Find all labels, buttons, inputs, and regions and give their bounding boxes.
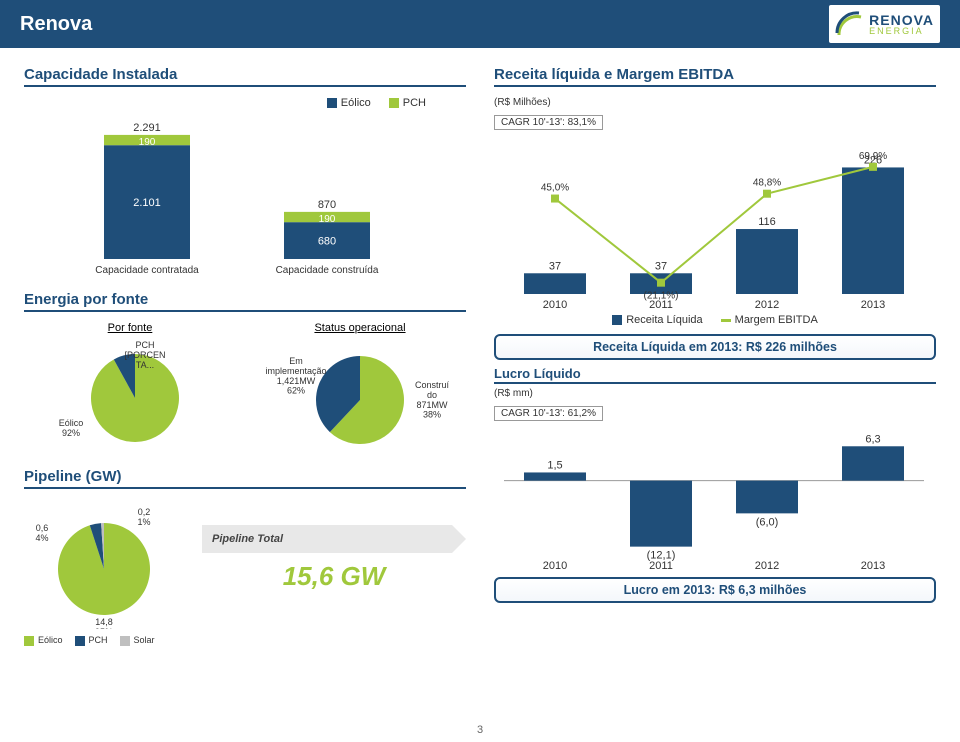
receita-callout: Receita Líquida em 2013: R$ 226 milhões	[494, 334, 936, 360]
svg-text:37: 37	[549, 260, 561, 272]
svg-text:116: 116	[758, 216, 776, 228]
cap-legend: Eólico PCH	[24, 97, 426, 109]
svg-text:Capacidade contratada: Capacidade contratada	[95, 265, 199, 276]
receita-chart: 3720103720111162012226201345,0%(21,1%)48…	[494, 130, 934, 310]
legend-sq-pch	[389, 98, 399, 108]
svg-text:(21,1%): (21,1%)	[643, 291, 678, 302]
cap-instalada-chart: 2.291 190 2.101 Capacidade contratada 870 190…	[24, 117, 444, 277]
receita-legend: Receita Líquida Margem EBITDA	[494, 314, 936, 326]
pie-pipeline-chart: 14,895% 0,64% 0,21%	[24, 499, 184, 629]
svg-text:6,3: 6,3	[865, 433, 880, 445]
pie-fonte-chart: Eólico92%PCH[PORCENTA...	[45, 338, 215, 458]
leg-sq	[75, 636, 85, 646]
pipeline-title: Pipeline (GW)	[24, 468, 466, 489]
svg-text:2010: 2010	[543, 560, 567, 571]
por-fonte-label: Por fonte	[24, 322, 236, 334]
svg-text:Capacidade construída: Capacidade construída	[276, 265, 379, 276]
legend-pch: PCH	[403, 97, 426, 109]
pipeline-legend: Eólico PCH Solar	[24, 635, 184, 646]
receita-subhead: (R$ Milhões)	[494, 97, 936, 108]
logo-arc-icon	[835, 9, 865, 39]
svg-text:2011: 2011	[649, 560, 673, 571]
pie-status-chart: Emimplementação1,421MW62%Construído871MW…	[260, 338, 460, 458]
svg-text:14,895%: 14,895%	[95, 617, 113, 629]
logo: RENOVA ENERGIA	[829, 5, 940, 43]
svg-text:2013: 2013	[861, 560, 885, 571]
legend-sq-eolico	[327, 98, 337, 108]
svg-text:2012: 2012	[755, 299, 779, 310]
lucro-title: Lucro Líquido	[494, 366, 936, 384]
left-column: Capacidade Instalada Eólico PCH 2.291 190…	[24, 66, 466, 646]
svg-text:Construído871MW38%: Construído871MW38%	[415, 380, 450, 420]
svg-text:190: 190	[319, 214, 336, 225]
leg-receita: Receita Líquida	[626, 314, 702, 326]
pipeline-arrow-label: Pipeline Total	[212, 533, 283, 545]
leg-margem: Margem EBITDA	[735, 314, 818, 326]
svg-text:(6,0): (6,0)	[756, 516, 779, 528]
page-number: 3	[477, 724, 483, 736]
svg-text:0,64%: 0,64%	[35, 523, 48, 543]
lucro-subhead: (R$ mm)	[494, 388, 936, 399]
right-column: Receita líquida e Margem EBITDA (R$ Milh…	[494, 66, 936, 646]
leg-sq	[612, 315, 622, 325]
leg-sq	[120, 636, 130, 646]
lucro-callout: Lucro em 2013: R$ 6,3 milhões	[494, 577, 936, 603]
leg-solar: Solar	[134, 635, 155, 645]
svg-text:37: 37	[655, 260, 667, 272]
lucro-cagr: CAGR 10'-13': 61,2%	[494, 406, 603, 421]
logo-sub: ENERGIA	[869, 27, 934, 36]
energia-title: Energia por fonte	[24, 291, 466, 312]
cap-instalada-title: Capacidade Instalada	[24, 66, 466, 87]
leg-eolico: Eólico	[38, 635, 63, 645]
page-title: Renova	[20, 13, 92, 36]
legend-eolico: Eólico	[341, 97, 371, 109]
svg-text:2012: 2012	[755, 560, 779, 571]
logo-main: RENOVA	[869, 13, 934, 27]
receita-cagr: CAGR 10'-13': 83,1%	[494, 115, 603, 130]
svg-text:45,0%: 45,0%	[541, 183, 569, 194]
receita-title: Receita líquida e Margem EBITDA	[494, 66, 936, 87]
pipeline-arrow: Pipeline Total	[202, 525, 466, 553]
svg-text:680: 680	[318, 236, 336, 248]
svg-text:1,5: 1,5	[547, 459, 562, 471]
leg-sq	[24, 636, 34, 646]
svg-text:2.291: 2.291	[133, 122, 161, 134]
svg-text:69,9%: 69,9%	[859, 151, 887, 162]
leg-line	[721, 319, 731, 322]
svg-text:2010: 2010	[543, 299, 567, 310]
svg-text:870: 870	[318, 199, 336, 211]
svg-text:0,21%: 0,21%	[137, 507, 150, 527]
topbar: Renova RENOVA ENERGIA	[0, 0, 960, 48]
status-label: Status operacional	[254, 322, 466, 334]
svg-text:48,8%: 48,8%	[753, 178, 781, 189]
svg-text:2013: 2013	[861, 299, 885, 310]
leg-pch: PCH	[89, 635, 108, 645]
svg-text:Eólico92%: Eólico92%	[59, 418, 84, 438]
pipeline-gw: 15,6 GW	[202, 561, 466, 592]
lucro-chart: 1,52010(12,1)2011(6,0)20126,32013	[494, 421, 934, 571]
svg-text:190: 190	[139, 137, 156, 148]
svg-text:2.101: 2.101	[133, 197, 161, 209]
